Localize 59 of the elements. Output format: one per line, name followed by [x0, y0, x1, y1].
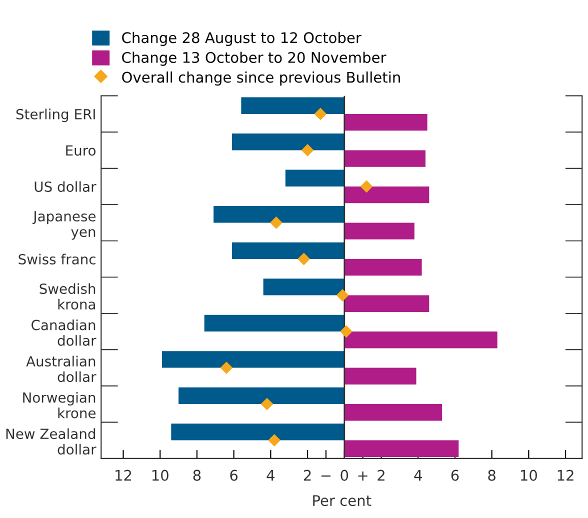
y-tick-label: Japanese yen — [32, 211, 96, 240]
bar — [178, 387, 344, 404]
x-tick-label: − — [321, 475, 331, 477]
y-tick-label: Canadian dollar — [32, 320, 96, 346]
bar — [344, 186, 430, 204]
x-tick-label: 12 — [558, 470, 574, 481]
bar — [344, 368, 416, 384]
point — [220, 362, 233, 374]
y-tick-label: Sterling ERI — [16, 108, 95, 122]
point — [268, 434, 281, 447]
bar — [214, 206, 344, 223]
bar — [344, 404, 442, 421]
bar — [344, 259, 422, 276]
x-tick-label: 10 — [521, 470, 537, 481]
x-tick-label: 4 — [266, 470, 274, 481]
y-tick-label: New Zealand dollar — [6, 428, 96, 455]
x-tick-label: 4 — [414, 470, 422, 481]
bar — [232, 134, 344, 150]
x-tick-label: + — [358, 471, 368, 481]
legend-label: Overall change since previous Bulletin — [122, 72, 400, 86]
bar — [162, 351, 344, 368]
y-tick-label: Swiss franc — [18, 254, 96, 264]
bar — [285, 170, 344, 186]
x-axis-title: Per cent — [313, 495, 372, 506]
point — [360, 180, 373, 193]
x-tick-label: 6 — [230, 470, 238, 481]
x-tick-label: 10 — [152, 470, 168, 481]
bar — [204, 314, 344, 332]
y-tick-label: Australian dollar — [26, 356, 96, 382]
y-tick-label: Euro — [66, 145, 96, 156]
bar — [344, 150, 426, 167]
y-tick-label: US dollar — [34, 181, 96, 192]
point — [270, 216, 282, 229]
point — [301, 144, 314, 156]
y-tick-label: Norwegian krone — [23, 392, 96, 418]
x-tick-label: 2 — [378, 470, 384, 481]
bar — [171, 424, 344, 440]
point — [336, 289, 349, 302]
x-tick-label: 2 — [304, 470, 311, 481]
point — [314, 108, 327, 120]
bar — [263, 278, 344, 296]
bar — [344, 295, 430, 312]
y-tick-label: Swedish krona — [40, 283, 96, 310]
bar — [232, 242, 344, 259]
bar — [344, 222, 414, 240]
x-tick-label: 8 — [488, 470, 496, 481]
x-tick-label: 12 — [116, 470, 132, 481]
x-tick-label: 6 — [451, 470, 459, 481]
point — [260, 398, 274, 410]
x-tick-label: 0 — [340, 470, 348, 481]
bar — [344, 332, 498, 348]
bar — [344, 440, 459, 457]
legend-label: Change 13 October to 20 November — [122, 52, 386, 66]
point — [340, 325, 352, 338]
x-tick-label: 8 — [193, 470, 201, 481]
legend-label: Change 28 August to 12 October — [122, 32, 362, 46]
bar — [344, 114, 428, 131]
point — [298, 252, 310, 266]
bar — [241, 97, 344, 114]
